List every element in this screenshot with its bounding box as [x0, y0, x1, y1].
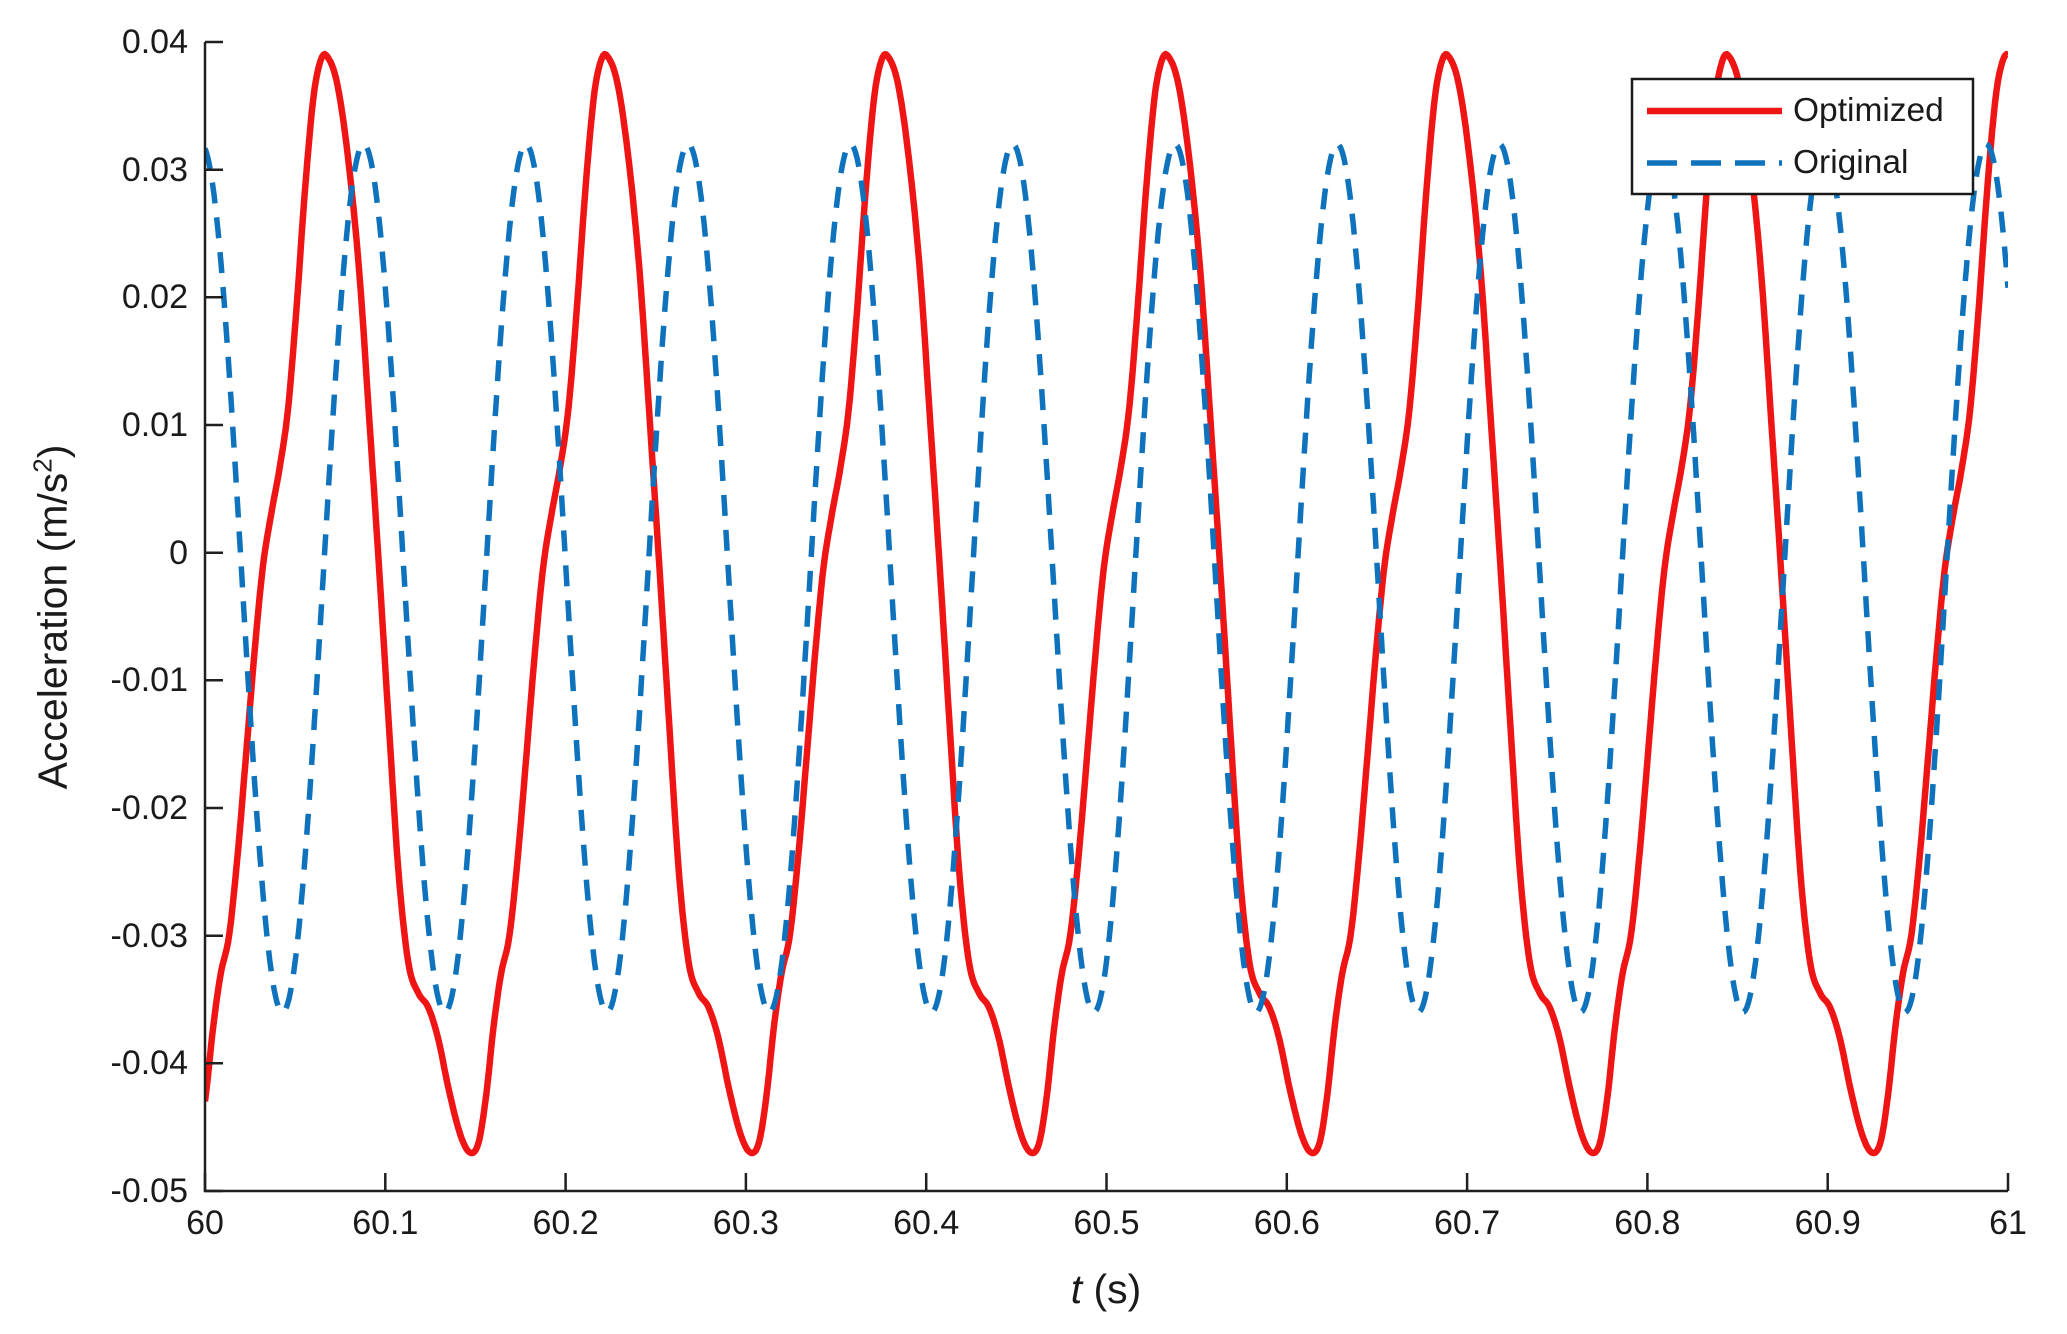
series-line-original	[205, 141, 2008, 1015]
y-axis-title-text: Acceleration (m/s	[29, 472, 76, 790]
x-axis-title: t (s)	[1071, 1266, 1142, 1313]
y-axis-title-close: )	[29, 444, 76, 459]
x-tick-label: 60.7	[1434, 1204, 1501, 1242]
x-tick-label: 60.3	[712, 1204, 779, 1242]
y-tick-label: 0.02	[121, 278, 188, 317]
plot-curves	[205, 50, 2008, 1157]
x-tick-label: 61	[1989, 1204, 2027, 1242]
x-tick-label: 60.8	[1614, 1204, 1681, 1242]
legend-label-optimized: Optimized	[1793, 92, 1944, 129]
legend: Optimized Original	[1630, 77, 1975, 196]
x-tick-label: 60.6	[1253, 1204, 1320, 1242]
x-tick-label: 60.2	[532, 1204, 599, 1242]
y-tick-label: 0.03	[121, 150, 188, 189]
y-tick-label: 0.04	[121, 23, 188, 61]
y-tick-label: -0.05	[110, 1172, 189, 1210]
y-axis-title: Acceleration (m/s2)	[28, 445, 77, 790]
x-tick-label: 60.1	[352, 1204, 419, 1242]
legend-box	[1630, 77, 1975, 196]
x-tick-label: 60.4	[893, 1204, 960, 1242]
y-tick-label: -0.04	[110, 1044, 189, 1083]
legend-label-original: Original	[1793, 144, 1908, 181]
x-axis-title-symbol: t	[1070, 1266, 1083, 1312]
x-tick-label: 60.9	[1794, 1204, 1861, 1242]
x-tick-label: 60.5	[1073, 1204, 1140, 1242]
axes	[203, 40, 2010, 1193]
y-tick-label: 0	[169, 533, 188, 572]
y-tick-label: 0.01	[121, 406, 188, 444]
x-tick-label: 60	[186, 1204, 224, 1242]
y-tick-label: -0.01	[110, 661, 189, 700]
y-tick-label: -0.02	[110, 789, 189, 827]
y-tick-label: -0.03	[110, 916, 189, 955]
series-line-optimized	[205, 50, 2008, 1157]
x-axis-title-unit: (s)	[1082, 1266, 1142, 1312]
y-axis-title-superscript: 2	[27, 458, 58, 473]
